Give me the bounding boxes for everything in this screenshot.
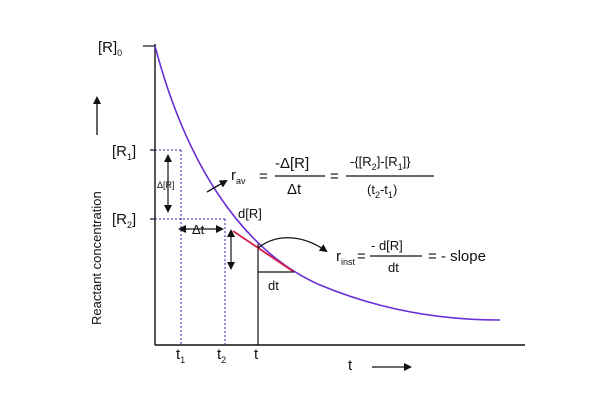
tangent-line	[232, 230, 295, 273]
x-axis-title: t	[348, 357, 353, 374]
r-inst-symbol: rinst	[336, 248, 356, 267]
avg-numerator-1: -Δ[R]	[275, 155, 309, 172]
t2-label: t2	[217, 346, 226, 365]
concentration-curve	[154, 45, 501, 321]
inst-numerator: - d[R]	[371, 238, 403, 253]
t-label: t	[254, 346, 259, 363]
average-rate-equation: rav = -Δ[R] Δt = -{[R2]-[R1]} (t2-t1)	[231, 154, 434, 200]
avg-equals-2: =	[330, 168, 339, 185]
d-r-label: d[R]	[238, 206, 262, 221]
delta-t-label: Δt	[192, 222, 205, 237]
inst-equals-1: =	[357, 248, 366, 265]
inst-denominator: dt	[388, 260, 399, 275]
y-axis-title: Reactant concentration	[89, 191, 104, 325]
dt-label: dt	[268, 278, 279, 293]
avg-numerator-2: -{[R2]-[R1]}	[350, 154, 411, 172]
inst-equals-slope: = - slope	[428, 248, 486, 265]
r2-label: [R2]	[112, 211, 136, 230]
r-inst-pointer	[257, 237, 328, 253]
r-av-symbol: rav	[231, 167, 246, 186]
t1-label: t1	[176, 346, 185, 365]
avg-equals-1: =	[259, 168, 268, 185]
r1-label: [R1]	[112, 143, 136, 162]
instantaneous-rate-equation: rinst = - d[R] dt = - slope	[336, 238, 486, 275]
avg-denominator-1: Δt	[287, 181, 302, 198]
avg-denominator-2: (t2-t1)	[367, 182, 397, 200]
r-av-pointer	[206, 179, 228, 193]
r0-label: [R]0	[98, 39, 122, 58]
delta-r-label: Δ[R]	[157, 180, 175, 190]
